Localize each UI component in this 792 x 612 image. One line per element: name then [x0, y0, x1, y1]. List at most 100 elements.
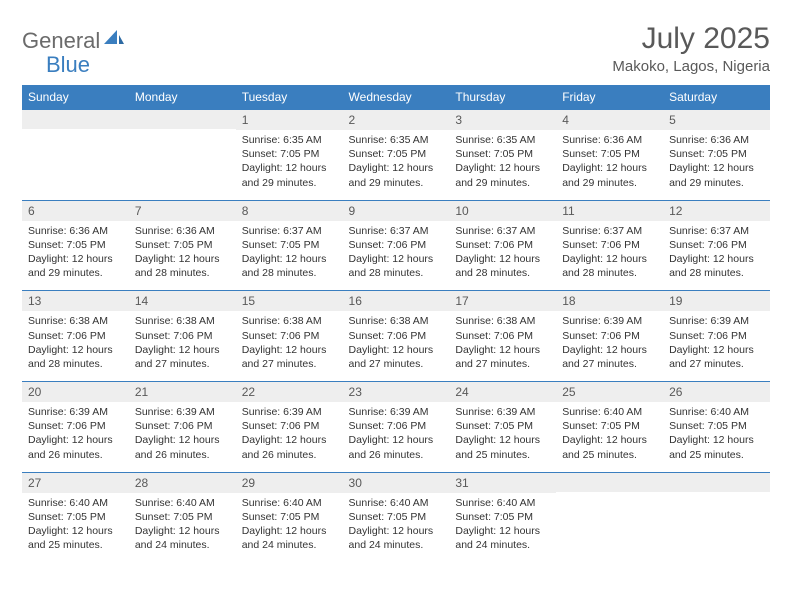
day-data: Sunrise: 6:36 AMSunset: 7:05 PMDaylight:…	[556, 130, 663, 200]
calendar-body: 1Sunrise: 6:35 AMSunset: 7:05 PMDaylight…	[22, 110, 770, 563]
day-data: Sunrise: 6:36 AMSunset: 7:05 PMDaylight:…	[22, 221, 129, 291]
day-data: Sunrise: 6:35 AMSunset: 7:05 PMDaylight:…	[343, 130, 450, 200]
day-data-empty	[129, 129, 236, 156]
day-number: 17	[449, 291, 556, 311]
day-data-empty	[22, 129, 129, 156]
day-number: 24	[449, 382, 556, 402]
calendar-day-cell: 14Sunrise: 6:38 AMSunset: 7:06 PMDayligh…	[129, 291, 236, 382]
day-number: 22	[236, 382, 343, 402]
calendar-day-cell: 13Sunrise: 6:38 AMSunset: 7:06 PMDayligh…	[22, 291, 129, 382]
day-number: 9	[343, 201, 450, 221]
day-data: Sunrise: 6:37 AMSunset: 7:06 PMDaylight:…	[556, 221, 663, 291]
day-data: Sunrise: 6:38 AMSunset: 7:06 PMDaylight:…	[236, 311, 343, 381]
calendar-empty-cell	[556, 472, 663, 562]
calendar-day-cell: 18Sunrise: 6:39 AMSunset: 7:06 PMDayligh…	[556, 291, 663, 382]
day-number: 8	[236, 201, 343, 221]
day-number: 14	[129, 291, 236, 311]
day-number-empty	[129, 110, 236, 129]
calendar-empty-cell	[663, 472, 770, 562]
day-number: 4	[556, 110, 663, 130]
day-number-empty	[663, 473, 770, 492]
day-number: 18	[556, 291, 663, 311]
day-data: Sunrise: 6:36 AMSunset: 7:05 PMDaylight:…	[129, 221, 236, 291]
day-data: Sunrise: 6:40 AMSunset: 7:05 PMDaylight:…	[236, 493, 343, 563]
calendar-day-cell: 7Sunrise: 6:36 AMSunset: 7:05 PMDaylight…	[129, 200, 236, 291]
day-number: 29	[236, 473, 343, 493]
day-data: Sunrise: 6:39 AMSunset: 7:06 PMDaylight:…	[129, 402, 236, 472]
day-data: Sunrise: 6:35 AMSunset: 7:05 PMDaylight:…	[449, 130, 556, 200]
day-number: 15	[236, 291, 343, 311]
brand-part2: Blue	[46, 52, 90, 78]
weekday-header: Saturday	[663, 85, 770, 110]
day-number: 13	[22, 291, 129, 311]
weekday-header: Monday	[129, 85, 236, 110]
day-data: Sunrise: 6:38 AMSunset: 7:06 PMDaylight:…	[449, 311, 556, 381]
day-data: Sunrise: 6:40 AMSunset: 7:05 PMDaylight:…	[22, 493, 129, 563]
day-number: 7	[129, 201, 236, 221]
calendar-day-cell: 5Sunrise: 6:36 AMSunset: 7:05 PMDaylight…	[663, 110, 770, 201]
day-data: Sunrise: 6:37 AMSunset: 7:06 PMDaylight:…	[449, 221, 556, 291]
calendar-day-cell: 11Sunrise: 6:37 AMSunset: 7:06 PMDayligh…	[556, 200, 663, 291]
calendar-day-cell: 8Sunrise: 6:37 AMSunset: 7:05 PMDaylight…	[236, 200, 343, 291]
day-number: 10	[449, 201, 556, 221]
calendar-day-cell: 23Sunrise: 6:39 AMSunset: 7:06 PMDayligh…	[343, 382, 450, 473]
calendar-day-cell: 2Sunrise: 6:35 AMSunset: 7:05 PMDaylight…	[343, 110, 450, 201]
day-number: 2	[343, 110, 450, 130]
calendar-day-cell: 27Sunrise: 6:40 AMSunset: 7:05 PMDayligh…	[22, 472, 129, 562]
calendar-day-cell: 3Sunrise: 6:35 AMSunset: 7:05 PMDaylight…	[449, 110, 556, 201]
day-number: 21	[129, 382, 236, 402]
calendar-week-row: 13 Sunrise: 6:38 AMSunset: 7:06 PMDayligh…	[22, 291, 770, 382]
calendar-day-cell: 22Sunrise: 6:39 AMSunset: 7:06 PMDayligh…	[236, 382, 343, 473]
day-number: 1	[236, 110, 343, 130]
weekday-header: Wednesday	[343, 85, 450, 110]
calendar-day-cell: 16Sunrise: 6:38 AMSunset: 7:06 PMDayligh…	[343, 291, 450, 382]
day-data: Sunrise: 6:40 AMSunset: 7:05 PMDaylight:…	[663, 402, 770, 472]
day-number-empty	[556, 473, 663, 492]
calendar-day-cell: 17Sunrise: 6:38 AMSunset: 7:06 PMDayligh…	[449, 291, 556, 382]
calendar-day-cell: 10Sunrise: 6:37 AMSunset: 7:06 PMDayligh…	[449, 200, 556, 291]
day-number: 25	[556, 382, 663, 402]
day-data: Sunrise: 6:40 AMSunset: 7:05 PMDaylight:…	[449, 493, 556, 563]
calendar-day-cell: 4Sunrise: 6:36 AMSunset: 7:05 PMDaylight…	[556, 110, 663, 201]
day-data: Sunrise: 6:38 AMSunset: 7:06 PMDaylight:…	[343, 311, 450, 381]
day-number-empty	[22, 110, 129, 129]
calendar-empty-cell	[22, 110, 129, 201]
day-number: 20	[22, 382, 129, 402]
calendar-day-cell: 21Sunrise: 6:39 AMSunset: 7:06 PMDayligh…	[129, 382, 236, 473]
calendar-day-cell: 1Sunrise: 6:35 AMSunset: 7:05 PMDaylight…	[236, 110, 343, 201]
day-data: Sunrise: 6:39 AMSunset: 7:06 PMDaylight:…	[663, 311, 770, 381]
day-number: 12	[663, 201, 770, 221]
brand-line2: Blue	[46, 46, 90, 78]
calendar-day-cell: 12Sunrise: 6:37 AMSunset: 7:06 PMDayligh…	[663, 200, 770, 291]
calendar-day-cell: 31Sunrise: 6:40 AMSunset: 7:05 PMDayligh…	[449, 472, 556, 562]
day-data: Sunrise: 6:40 AMSunset: 7:05 PMDaylight:…	[129, 493, 236, 563]
calendar-day-cell: 15Sunrise: 6:38 AMSunset: 7:06 PMDayligh…	[236, 291, 343, 382]
day-data: Sunrise: 6:35 AMSunset: 7:05 PMDaylight:…	[236, 130, 343, 200]
calendar-day-cell: 28Sunrise: 6:40 AMSunset: 7:05 PMDayligh…	[129, 472, 236, 562]
day-data: Sunrise: 6:36 AMSunset: 7:05 PMDaylight:…	[663, 130, 770, 200]
day-number: 6	[22, 201, 129, 221]
weekday-header: Friday	[556, 85, 663, 110]
page-header: General July 2025 Makoko, Lagos, Nigeria	[22, 22, 770, 75]
calendar-day-cell: 25Sunrise: 6:40 AMSunset: 7:05 PMDayligh…	[556, 382, 663, 473]
day-number: 19	[663, 291, 770, 311]
title-block: July 2025 Makoko, Lagos, Nigeria	[612, 22, 770, 75]
day-number: 26	[663, 382, 770, 402]
day-number: 31	[449, 473, 556, 493]
day-number: 27	[22, 473, 129, 493]
day-data: Sunrise: 6:37 AMSunset: 7:06 PMDaylight:…	[343, 221, 450, 291]
day-number: 23	[343, 382, 450, 402]
calendar-week-row: 27Sunrise: 6:40 AMSunset: 7:05 PMDayligh…	[22, 472, 770, 562]
calendar-empty-cell	[129, 110, 236, 201]
calendar-day-cell: 9Sunrise: 6:37 AMSunset: 7:06 PMDaylight…	[343, 200, 450, 291]
weekday-header: Thursday	[449, 85, 556, 110]
day-data: Sunrise: 6:39 AMSunset: 7:05 PMDaylight:…	[449, 402, 556, 472]
calendar-day-cell: 19Sunrise: 6:39 AMSunset: 7:06 PMDayligh…	[663, 291, 770, 382]
calendar-day-cell: 29Sunrise: 6:40 AMSunset: 7:05 PMDayligh…	[236, 472, 343, 562]
day-number: 11	[556, 201, 663, 221]
calendar-day-cell: 24Sunrise: 6:39 AMSunset: 7:05 PMDayligh…	[449, 382, 556, 473]
calendar-day-cell: 6Sunrise: 6:36 AMSunset: 7:05 PMDaylight…	[22, 200, 129, 291]
calendar-day-cell: 30Sunrise: 6:40 AMSunset: 7:05 PMDayligh…	[343, 472, 450, 562]
location-text: Makoko, Lagos, Nigeria	[612, 58, 770, 75]
weekday-header-row: SundayMondayTuesdayWednesdayThursdayFrid…	[22, 85, 770, 110]
